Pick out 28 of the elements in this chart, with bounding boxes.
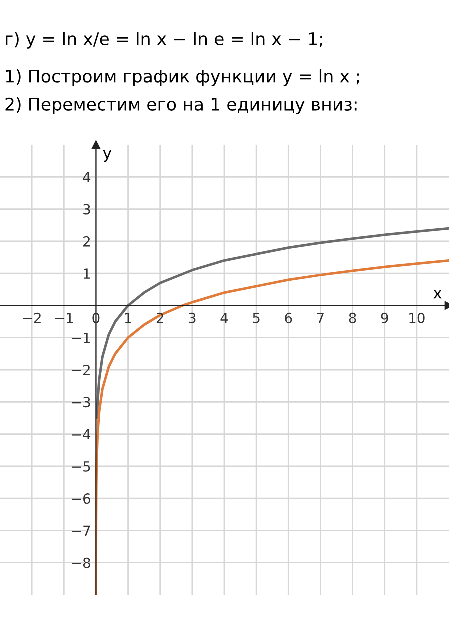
chart-title: г) y = ln x/e = ln x − ln e = ln x − 1; [6,32,322,49]
x-tick-label: 4 [220,313,228,324]
y-tick-label: −1 [72,333,90,344]
y-tick-label: −7 [72,526,90,536]
y-tick-label: 3 [84,204,90,215]
y-tick-label: 1 [84,268,90,279]
x-tick-label: −2 [23,312,41,324]
y-tick-label: −3 [72,397,90,408]
x-tick-label: 3 [189,312,196,324]
text: 1) Построим график функции y = ln x ; [6,69,360,86]
x-tick-label: 7 [317,313,324,324]
y-tick-label: −4 [72,429,91,440]
text: 2) Переместим его на 1 единицу вниз: [6,98,357,114]
x-axis-title: x [434,290,442,299]
x-tick-label: 10 [410,312,425,324]
y-tick-label: −5 [72,462,90,472]
x-tick-label: 9 [381,312,388,324]
x-tick-label: 8 [349,312,356,324]
y-tick-label: −8 [72,558,90,568]
y-tick-label: −6 [72,494,90,504]
y-tick-label: −2 [72,364,90,376]
x-tick-label: −1 [55,313,74,324]
y-tick-label: 2 [84,236,90,247]
y-tick-label: 4 [83,172,91,182]
x-tick-label: 5 [253,313,260,324]
x-tick-label: 1 [125,313,132,324]
x-tick-label: 6 [285,312,292,324]
y-axis-title: y [103,150,112,162]
